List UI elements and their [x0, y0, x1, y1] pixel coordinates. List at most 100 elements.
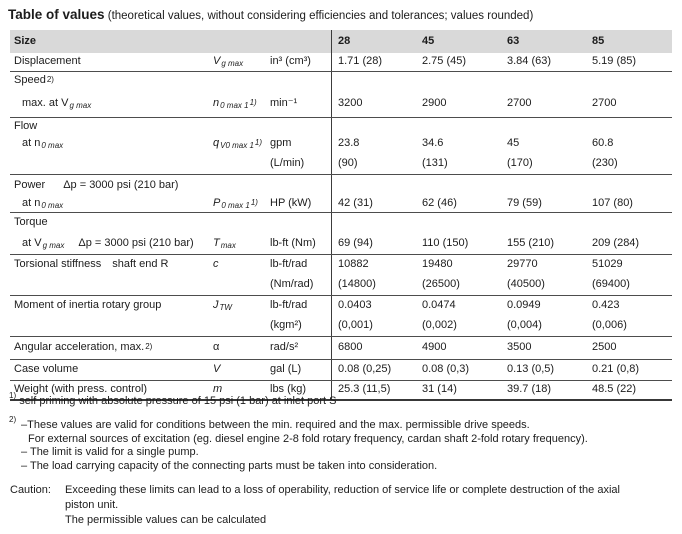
- value-cell: (0,001): [331, 316, 416, 336]
- value-cell: (14800): [331, 275, 416, 295]
- row-unit: min⁻¹: [270, 96, 298, 109]
- row-unit: lb-ft/rad: [270, 299, 308, 312]
- page-title: Table of values (theoretical values, wit…: [8, 7, 533, 22]
- row-label: Displacement: [14, 55, 81, 68]
- table-row-flow-metric: (L/min) (90) (131) (170) (230): [10, 153, 672, 175]
- caution-text: Exceeding these limits can lead to a los…: [65, 484, 620, 526]
- row-symbol: V: [213, 363, 221, 376]
- value-cell: 69 (94): [331, 233, 416, 254]
- row-symbol: α: [213, 341, 220, 354]
- value-cell: (0,002): [422, 319, 457, 332]
- value-cell: 209 (284): [592, 236, 640, 249]
- value-cell: 3500: [507, 341, 532, 354]
- footnote-2-text: –These values are valid for conditions b…: [21, 419, 588, 472]
- row-symbol: [213, 316, 270, 336]
- row-label: Angular acceleration, max. 2): [14, 341, 153, 354]
- value-cell: 25.3 (11,5): [331, 381, 416, 399]
- value-cell: 34.6: [422, 137, 444, 150]
- footnote-2: 2) –These values are valid for condition…: [8, 415, 588, 473]
- value-cell: 19480: [422, 258, 453, 271]
- table-row-case-volume: Case volume V gal (L) 0.08 (0,25) 0.08 (…: [10, 360, 672, 381]
- value-cell: 2700: [507, 96, 532, 109]
- value-cell: (230): [592, 156, 618, 169]
- value-cell: 39.7 (18): [507, 383, 552, 396]
- table-row-inertia: Moment of inertia rotary group J TW lb-ft…: [10, 296, 672, 316]
- row-unit: HP (kW): [270, 197, 312, 210]
- value-cell: (0,004): [507, 319, 542, 332]
- row-unit: in³ (cm³): [270, 55, 311, 68]
- section-label: Torque: [14, 216, 48, 229]
- value-cell: (170): [507, 156, 533, 169]
- footnote-1-marker: 1): [9, 391, 17, 401]
- row-unit: (Nm/rad): [270, 278, 314, 291]
- empty-value-area: [331, 72, 672, 90]
- value-cell: 0.08 (0,3): [422, 363, 470, 376]
- row-label: [10, 316, 213, 336]
- row-symbol: [213, 153, 270, 174]
- table-row-inertia-metric: (kgm²) (0,001) (0,002) (0,004) (0,006): [10, 316, 672, 337]
- row-symbol: m: [213, 383, 223, 396]
- value-cell: 2700: [592, 96, 617, 109]
- value-cell: 60.8: [592, 137, 614, 150]
- size-column-header-45: 45: [422, 34, 435, 47]
- value-cell: 2.75 (45): [422, 55, 467, 68]
- page-title-main: Table of values: [8, 7, 105, 22]
- value-cell: 0.0403: [331, 296, 416, 316]
- size-header: Size: [14, 34, 37, 47]
- empty-value-area: [331, 213, 672, 233]
- section-label: Flow: [14, 119, 38, 132]
- row-unit: (L/min): [270, 156, 305, 169]
- footnote-1-text: self priming with absolute pressure of 1…: [19, 395, 337, 407]
- row-symbol: c: [213, 258, 219, 271]
- row-unit: rad/s²: [270, 341, 299, 354]
- value-cell: (40500): [507, 278, 545, 291]
- table-row-speed-section: Speed 2): [10, 72, 672, 90]
- value-cell: 3.84 (63): [507, 55, 552, 68]
- value-cell: 1.71 (28): [331, 53, 416, 71]
- row-label: Weight (with press. control): [14, 383, 148, 396]
- row-label: Torsional stiffness shaft end R: [14, 258, 169, 271]
- row-unit: gpm: [270, 137, 292, 150]
- caution-note: Caution: Exceeding these limits can lead…: [10, 483, 620, 528]
- size-column-header-63: 63: [507, 34, 520, 47]
- row-unit: (kgm²): [270, 319, 302, 332]
- row-unit: gal (L): [270, 363, 302, 376]
- value-cell: 5.19 (85): [592, 55, 637, 68]
- value-cell: 2500: [592, 341, 617, 354]
- row-unit: lb-ft/rad: [270, 258, 308, 271]
- value-cell: 155 (210): [507, 236, 555, 249]
- footnote-1: 1) self priming with absolute pressure o…: [8, 392, 337, 407]
- value-cell: 107 (80): [592, 197, 633, 210]
- value-cell: 51029: [592, 258, 623, 271]
- value-cell: 31 (14): [422, 383, 457, 396]
- row-unit: lbs (kg): [270, 383, 307, 396]
- value-cell: 2900: [422, 96, 447, 109]
- table-row-stiffness: Torsional stiffness shaft end R c lb-ft/r…: [10, 255, 672, 275]
- value-cell: 0.0949: [507, 299, 541, 312]
- value-cell: 0.423: [592, 299, 620, 312]
- value-cell: 29770: [507, 258, 538, 271]
- table-row-power-section: Power Δp = 3000 psi (210 bar): [10, 175, 672, 196]
- row-label: Case volume: [14, 363, 79, 376]
- value-cell: 0.13 (0,5): [507, 363, 555, 376]
- section-label: Speed 2): [14, 74, 54, 87]
- row-label: [10, 153, 213, 174]
- value-cell: 79 (59): [507, 197, 542, 210]
- value-cell: 110 (150): [422, 236, 469, 249]
- value-cell: 48.5 (22): [592, 383, 637, 396]
- value-cell: 0.08 (0,25): [331, 360, 416, 380]
- row-label: Moment of inertia rotary group: [14, 299, 162, 312]
- footnote-2-marker: 2): [9, 415, 17, 425]
- value-cell: 45: [507, 137, 520, 150]
- section-label: Power Δp = 3000 psi (210 bar): [14, 178, 179, 191]
